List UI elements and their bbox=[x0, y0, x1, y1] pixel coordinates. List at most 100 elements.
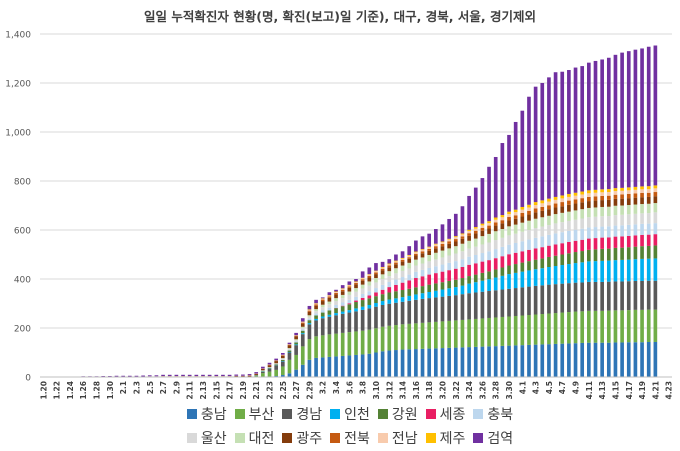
bar-segment bbox=[606, 281, 611, 311]
bar-segment bbox=[513, 288, 518, 316]
legend-item: 울산 bbox=[186, 428, 227, 448]
bar-segment bbox=[287, 348, 292, 350]
bar-segment bbox=[567, 196, 571, 201]
bar-segment bbox=[593, 342, 598, 377]
bar-segment bbox=[407, 258, 412, 263]
bar-segment bbox=[394, 298, 398, 303]
bar-segment bbox=[374, 296, 378, 304]
bar-segment bbox=[434, 248, 438, 253]
bar-segment bbox=[387, 276, 392, 282]
bar-segment bbox=[580, 191, 585, 195]
bar-segment bbox=[620, 205, 624, 215]
bar-segment bbox=[567, 230, 571, 243]
bar-segment bbox=[427, 261, 432, 268]
bar-segment bbox=[500, 289, 505, 317]
bar-segment bbox=[294, 341, 298, 343]
bar-segment bbox=[560, 222, 565, 233]
legend-swatch bbox=[234, 433, 245, 443]
bar-segment bbox=[493, 222, 498, 226]
bar-segment bbox=[127, 375, 132, 377]
bar-segment bbox=[507, 235, 511, 245]
bar-segment bbox=[387, 350, 392, 377]
bar-segment bbox=[593, 207, 598, 217]
bar-segment bbox=[294, 339, 298, 341]
bar-segment bbox=[520, 251, 525, 263]
bar-segment bbox=[633, 309, 638, 343]
bar-segment bbox=[400, 290, 405, 298]
bar-segment bbox=[567, 204, 571, 212]
bar-segment bbox=[493, 258, 498, 270]
bar-segment bbox=[527, 286, 531, 316]
bar-segment bbox=[513, 224, 518, 234]
bar-segment bbox=[394, 325, 398, 351]
x-tick-label: 3.6 bbox=[345, 381, 354, 394]
bar-segment bbox=[320, 312, 325, 317]
bar-segment bbox=[567, 193, 571, 197]
bar-segment bbox=[414, 323, 418, 350]
bar-segment bbox=[646, 245, 651, 259]
bar-segment bbox=[360, 309, 365, 331]
x-tick-label: 2.9 bbox=[172, 381, 181, 394]
bar-segment bbox=[653, 245, 658, 259]
bar-segment bbox=[334, 313, 338, 316]
bar-segment bbox=[646, 192, 651, 197]
bar-segment bbox=[447, 243, 451, 249]
bar-segment bbox=[587, 201, 591, 208]
bar-segment bbox=[547, 267, 551, 285]
bar-segment bbox=[387, 259, 392, 264]
bar-segment bbox=[487, 221, 491, 224]
bar-segment bbox=[234, 376, 239, 377]
bar-segment bbox=[640, 48, 644, 187]
bar-segment bbox=[560, 343, 565, 377]
bar-segment bbox=[640, 309, 644, 343]
x-tick-label: 1.28 bbox=[93, 381, 102, 400]
x-tick-label: 2.17 bbox=[226, 381, 235, 400]
bar-segment bbox=[473, 282, 478, 293]
bar-segment bbox=[334, 298, 338, 302]
legend-swatch bbox=[473, 433, 484, 443]
bar-segment bbox=[626, 187, 631, 191]
bar-segment bbox=[280, 352, 285, 355]
bar-segment bbox=[434, 297, 438, 322]
bar-segment bbox=[414, 259, 418, 266]
bar-segment bbox=[407, 255, 412, 258]
bar-segment bbox=[314, 357, 318, 377]
bar-segment bbox=[520, 209, 525, 213]
bar-segment bbox=[380, 289, 385, 295]
bar-segment bbox=[580, 228, 585, 240]
bar-segment bbox=[633, 197, 638, 205]
bar-segment bbox=[573, 199, 578, 204]
bar-segment bbox=[553, 72, 558, 197]
bar-segment bbox=[587, 238, 591, 250]
bar-segment bbox=[613, 310, 618, 343]
bar-segment bbox=[513, 316, 518, 346]
bar-segment bbox=[633, 193, 638, 198]
bar-segment bbox=[420, 251, 425, 254]
bar-segment bbox=[447, 239, 451, 242]
bar-segment bbox=[533, 285, 538, 315]
bar-segment bbox=[447, 262, 451, 271]
bar-segment bbox=[294, 345, 298, 355]
bar-segment bbox=[407, 300, 412, 324]
bar-segment bbox=[467, 229, 471, 231]
bar-segment bbox=[606, 260, 611, 282]
bar-segment bbox=[300, 326, 305, 328]
bar-segment bbox=[547, 201, 551, 206]
bar-segment bbox=[427, 246, 432, 248]
bar-segment bbox=[134, 375, 139, 377]
bar-segment bbox=[174, 374, 179, 377]
bar-segment bbox=[600, 59, 604, 190]
bar-segment bbox=[367, 304, 372, 309]
bar-segment bbox=[354, 279, 358, 282]
x-tick-label: 1.20 bbox=[39, 381, 48, 400]
bar-segment bbox=[400, 324, 405, 350]
bar-segment bbox=[613, 281, 618, 311]
bar-segment bbox=[300, 346, 305, 365]
bar-segment bbox=[420, 253, 425, 258]
x-tick-label: 2.25 bbox=[279, 381, 288, 400]
bar-segment bbox=[587, 261, 591, 282]
bar-segment bbox=[600, 237, 604, 249]
bar-segment bbox=[387, 299, 392, 304]
bar-segment bbox=[460, 347, 465, 377]
bar-segment bbox=[280, 361, 285, 367]
